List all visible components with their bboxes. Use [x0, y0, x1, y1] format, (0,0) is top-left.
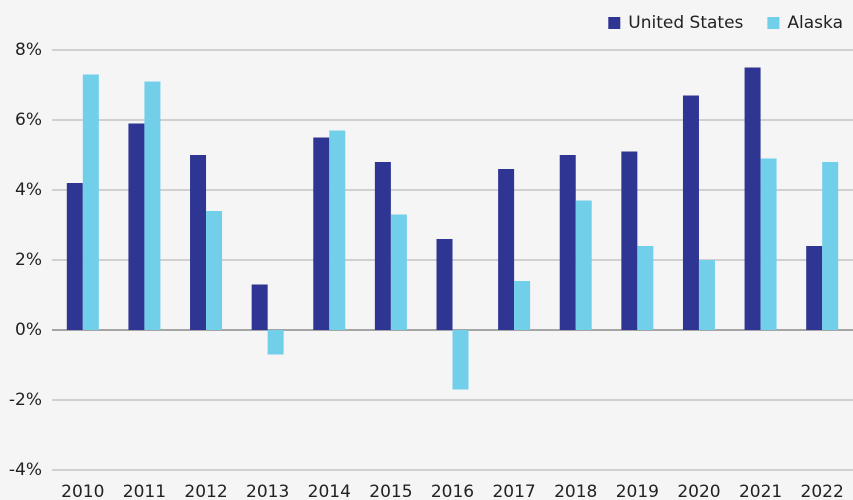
y-tick-label: -4%	[9, 460, 42, 480]
x-tick-label: 2021	[739, 482, 782, 500]
x-tick-label: 2012	[184, 482, 227, 500]
bar	[806, 246, 823, 330]
bar	[822, 162, 839, 330]
x-tick-label: 2016	[431, 482, 474, 500]
x-tick-label: 2017	[492, 482, 535, 500]
bar	[390, 214, 407, 330]
legend-label: Alaska	[787, 13, 843, 33]
x-tick-label: 2019	[616, 482, 659, 500]
bar	[206, 211, 223, 330]
x-tick-label: 2011	[123, 482, 166, 500]
bar	[436, 239, 453, 330]
y-tick-label: 6%	[15, 110, 42, 130]
bar	[760, 158, 777, 330]
x-tick-label: 2010	[61, 482, 104, 500]
bar	[66, 183, 83, 330]
x-tick-label: 2015	[369, 482, 412, 500]
x-tick-label: 2014	[308, 482, 351, 500]
bar	[575, 200, 592, 330]
x-tick-label: 2020	[677, 482, 720, 500]
bar	[329, 130, 346, 330]
bar	[267, 330, 284, 355]
bar	[452, 330, 469, 390]
bar	[637, 246, 654, 330]
legend-swatch	[767, 17, 780, 29]
bar	[498, 169, 515, 330]
x-tick-label: 2013	[246, 482, 289, 500]
x-tick-label: 2022	[801, 482, 844, 500]
y-tick-label: 4%	[15, 180, 42, 200]
bar	[374, 162, 391, 330]
bar	[144, 81, 161, 330]
bar	[621, 151, 638, 330]
bar	[514, 281, 531, 330]
legend-label: United States	[628, 13, 743, 33]
x-tick-label: 2018	[554, 482, 597, 500]
bar	[251, 284, 268, 330]
bar	[190, 155, 207, 330]
y-tick-label: 2%	[15, 250, 42, 270]
y-tick-label: 8%	[15, 40, 42, 60]
legend-swatch	[608, 17, 621, 29]
bar	[744, 67, 761, 330]
bar	[682, 95, 699, 330]
bar	[313, 137, 330, 330]
bar	[559, 155, 576, 330]
y-tick-label: -2%	[9, 390, 42, 410]
bar	[128, 123, 145, 330]
bar	[698, 260, 715, 330]
y-tick-label: 0%	[15, 320, 42, 340]
bar	[82, 74, 99, 330]
